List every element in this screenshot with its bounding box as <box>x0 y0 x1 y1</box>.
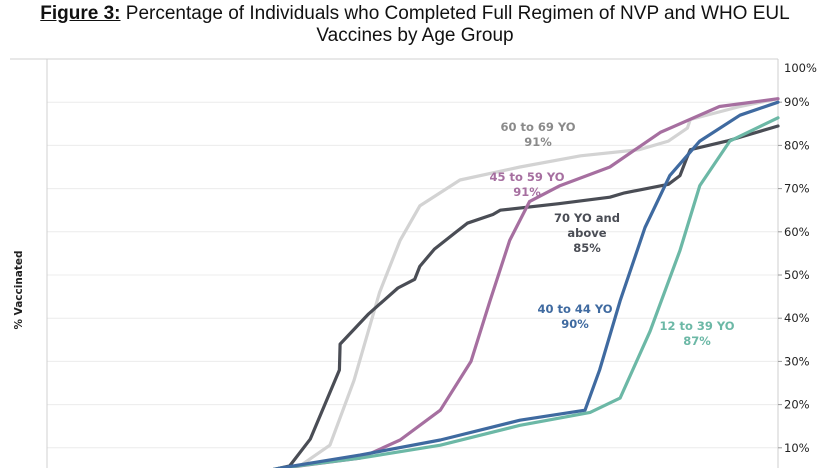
annotation-line: 60 to 69 YO <box>500 120 575 134</box>
gridlines <box>47 101 778 449</box>
annotation-60-to-69-yo: 60 to 69 YO 91% <box>500 120 575 149</box>
y-tick-label: 70% <box>784 182 810 196</box>
series-lines <box>272 97 780 468</box>
y-tick-label: 30% <box>784 354 810 368</box>
series-line-12-to-39-yo <box>272 116 780 468</box>
y-tick-label: 60% <box>784 225 810 239</box>
y-tick-label: 40% <box>784 311 810 325</box>
annotation-line: 40 to 44 YO <box>537 302 612 316</box>
chart-title: Figure 3: Percentage of Individuals who … <box>0 3 830 47</box>
annotation-line: above <box>567 226 606 240</box>
series-line-70-yo-and-above <box>272 124 780 468</box>
annotation-line: 90% <box>561 317 589 331</box>
annotation-45-to-59-yo: 45 to 59 YO 91% <box>489 170 564 199</box>
series-line-45-to-59-yo <box>272 97 780 468</box>
title-line-2: Vaccines by Age Group <box>316 25 514 46</box>
annotation-12-to-39-yo: 12 to 39 YO 87% <box>659 319 734 348</box>
annotation-line: 87% <box>683 334 711 348</box>
y-tick-label: 90% <box>784 95 810 109</box>
y-tick-label: 50% <box>784 268 810 282</box>
annotation-line: 91% <box>524 135 552 149</box>
y-tick-label: 80% <box>784 138 810 152</box>
y-axis-label: % Vaccinated <box>13 250 25 329</box>
annotation-40-to-44-yo: 40 to 44 YO 90% <box>537 302 612 331</box>
annotation-line: 12 to 39 YO <box>659 319 734 333</box>
annotation-line: 70 YO and <box>554 211 620 225</box>
y-tick-label: 100% <box>784 61 817 75</box>
annotation-70-yo-and-above: 70 YO and above 85% <box>554 211 620 255</box>
series-line-60-to-69-yo <box>272 97 780 468</box>
figure-label: Figure 3: <box>40 3 121 24</box>
y-tick-label: 20% <box>784 398 810 412</box>
series-annotations: 60 to 69 YO 91%45 to 59 YO 91%70 YO and abo… <box>489 120 734 348</box>
series-line-40-to-44-yo <box>272 100 780 468</box>
y-axis-ticks: 10% 20% 30% 40% 50% 60% 70% 80% 90% 100% <box>778 61 817 455</box>
annotation-line: 45 to 59 YO <box>489 170 564 184</box>
y-tick-label: 10% <box>784 441 810 455</box>
title-line-1: Percentage of Individuals who Completed … <box>125 3 790 24</box>
annotation-line: 85% <box>573 241 601 255</box>
annotation-line: 91% <box>513 185 541 199</box>
